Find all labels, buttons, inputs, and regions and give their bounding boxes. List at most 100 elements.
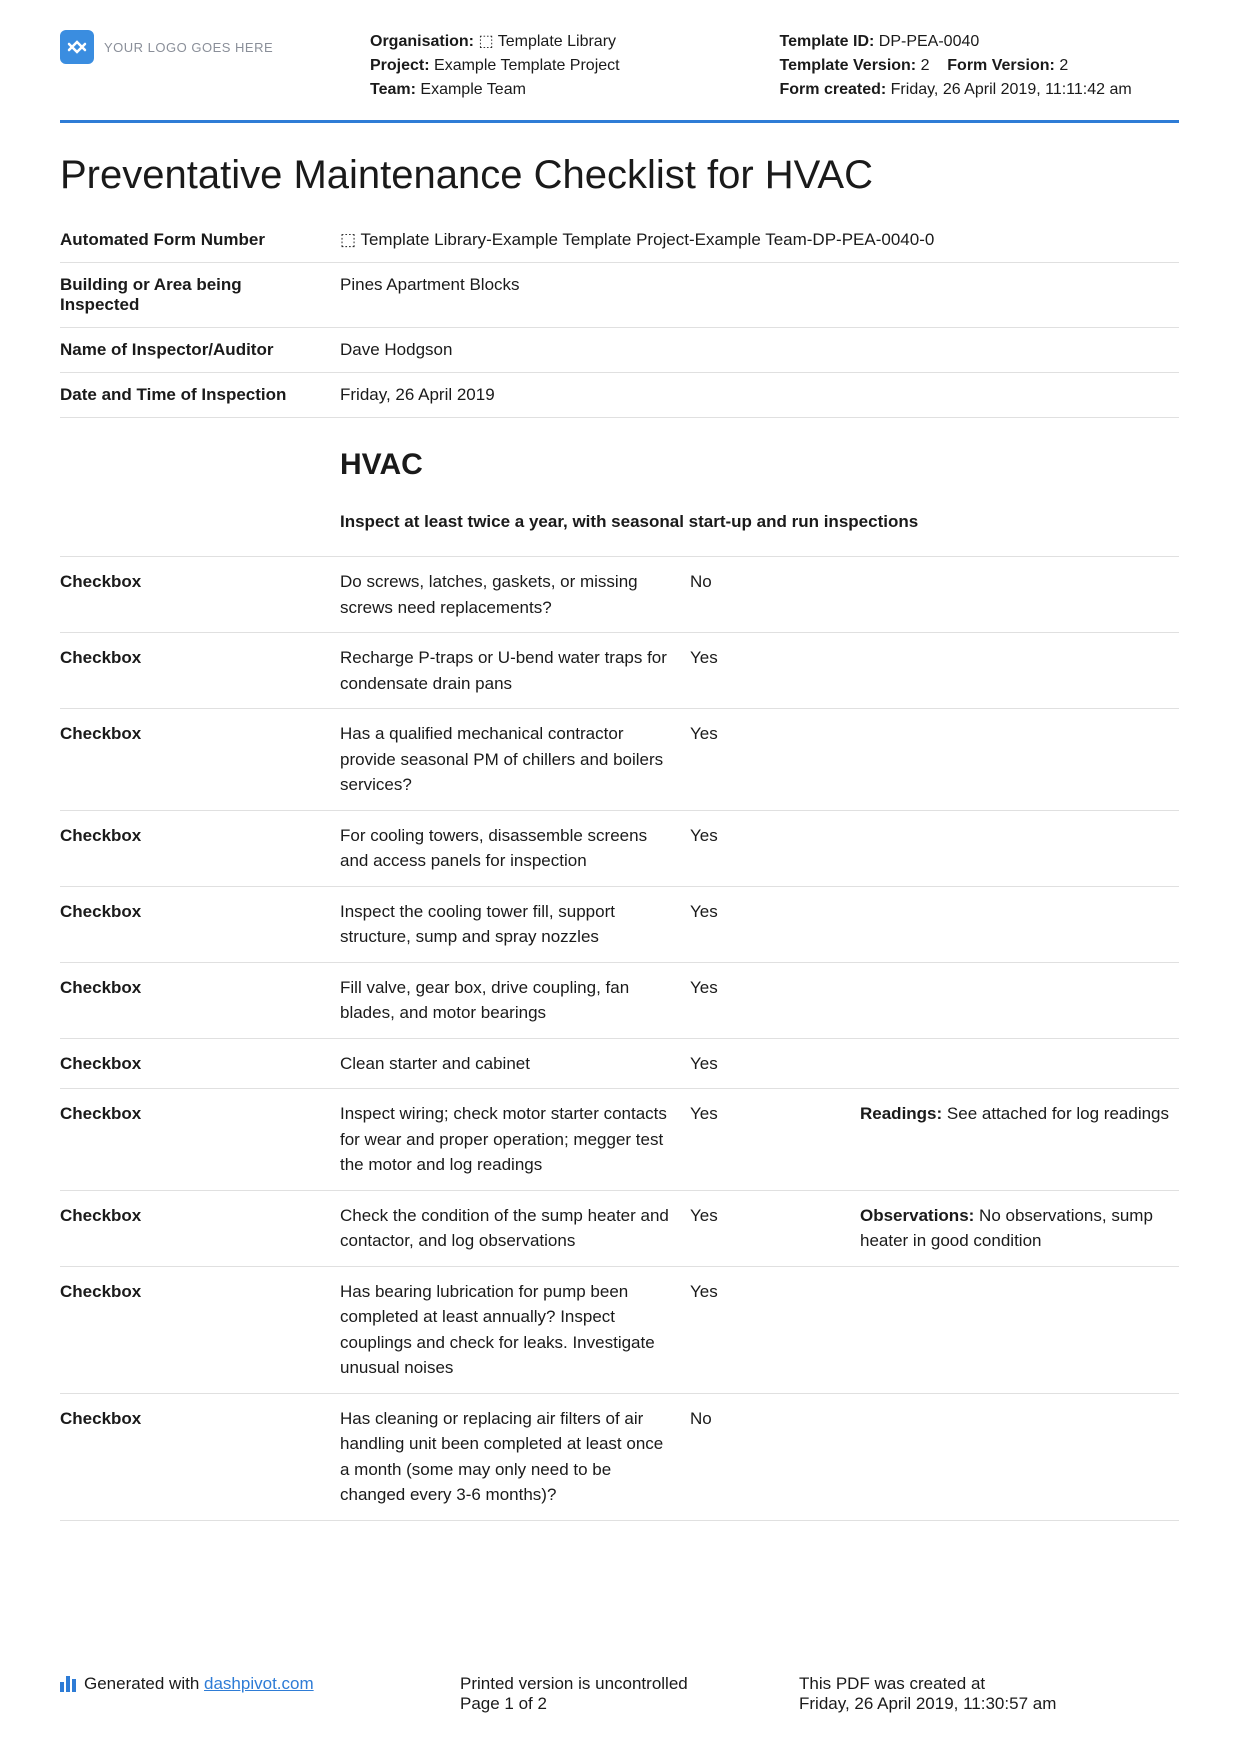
pdf-created-value: Friday, 26 April 2019, 11:30:57 am — [799, 1694, 1179, 1714]
team-label: Team: — [370, 81, 416, 98]
check-question: Has cleaning or replacing air filters of… — [340, 1406, 690, 1508]
check-question: Recharge P-traps or U-bend water traps f… — [340, 645, 690, 696]
info-label: Date and Time of Inspection — [60, 385, 340, 405]
page-title: Preventative Maintenance Checklist for H… — [60, 153, 1179, 198]
checklist-row: CheckboxFor cooling towers, disassemble … — [60, 810, 1179, 886]
checkbox-label: Checkbox — [60, 569, 340, 620]
check-answer: No — [690, 1406, 860, 1508]
check-question: Fill valve, gear box, drive coupling, fa… — [340, 975, 690, 1026]
team-value: Example Team — [420, 81, 526, 98]
checklist-row: CheckboxDo screws, latches, gaskets, or … — [60, 556, 1179, 632]
check-answer: Yes — [690, 645, 860, 696]
info-value: Pines Apartment Blocks — [340, 275, 1179, 315]
checklist-row: CheckboxInspect the cooling tower fill, … — [60, 886, 1179, 962]
logo-icon — [60, 30, 94, 64]
check-question: Inspect the cooling tower fill, support … — [340, 899, 690, 950]
check-answer: Yes — [690, 1279, 860, 1381]
section-heading: HVAC — [340, 448, 1179, 482]
checklist-row: CheckboxCheck the condition of the sump … — [60, 1190, 1179, 1266]
check-question: Do screws, latches, gaskets, or missing … — [340, 569, 690, 620]
checkbox-label: Checkbox — [60, 1101, 340, 1178]
info-row: Date and Time of Inspection Friday, 26 A… — [60, 373, 1179, 418]
template-version-value: 2 — [921, 57, 930, 74]
check-question: Inspect wiring; check motor starter cont… — [340, 1101, 690, 1178]
check-note: Readings: See attached for log readings — [860, 1101, 1179, 1178]
check-note — [860, 975, 1179, 1026]
check-note — [860, 645, 1179, 696]
checklist-row: CheckboxClean starter and cabinetYes — [60, 1038, 1179, 1089]
form-created-label: Form created: — [780, 81, 887, 98]
info-row: Name of Inspector/Auditor Dave Hodgson — [60, 328, 1179, 373]
checkbox-label: Checkbox — [60, 1279, 340, 1381]
check-note — [860, 721, 1179, 798]
checklist-row: CheckboxRecharge P-traps or U-bend water… — [60, 632, 1179, 708]
checkbox-label: Checkbox — [60, 1406, 340, 1508]
check-note — [860, 1051, 1179, 1077]
template-id-value: DP-PEA-0040 — [879, 33, 980, 50]
info-value: Dave Hodgson — [340, 340, 1179, 360]
form-created-value: Friday, 26 April 2019, 11:11:42 am — [891, 81, 1132, 98]
check-question: Check the condition of the sump heater a… — [340, 1203, 690, 1254]
dashpivot-icon — [60, 1674, 76, 1692]
check-note — [860, 569, 1179, 620]
pdf-created-label: This PDF was created at — [799, 1674, 1179, 1694]
checkbox-label: Checkbox — [60, 1051, 340, 1077]
project-value: Example Template Project — [434, 57, 620, 74]
uncontrolled-text: Printed version is uncontrolled — [460, 1674, 799, 1694]
check-answer: Yes — [690, 1101, 860, 1178]
header-meta-right: Template ID: DP-PEA-0040 Template Versio… — [770, 30, 1180, 102]
dashpivot-link[interactable]: dashpivot.com — [204, 1674, 314, 1693]
project-label: Project: — [370, 57, 430, 74]
checkbox-label: Checkbox — [60, 823, 340, 874]
template-version-label: Template Version: — [780, 57, 917, 74]
check-note — [860, 899, 1179, 950]
check-answer: Yes — [690, 1203, 860, 1254]
info-row: Building or Area being Inspected Pines A… — [60, 263, 1179, 328]
org-label: Organisation: — [370, 33, 474, 50]
checkbox-label: Checkbox — [60, 1203, 340, 1254]
template-id-label: Template ID: — [780, 33, 875, 50]
check-question: For cooling towers, disassemble screens … — [340, 823, 690, 874]
info-table: Automated Form Number ⬚ Template Library… — [60, 218, 1179, 418]
check-question: Has bearing lubrication for pump been co… — [340, 1279, 690, 1381]
check-note: Observations: No observations, sump heat… — [860, 1203, 1179, 1254]
check-note — [860, 823, 1179, 874]
checklist-row: CheckboxHas a qualified mechanical contr… — [60, 708, 1179, 810]
info-row: Automated Form Number ⬚ Template Library… — [60, 218, 1179, 263]
info-label: Name of Inspector/Auditor — [60, 340, 340, 360]
header-meta-left: Organisation: ⬚ Template Library Project… — [360, 30, 770, 102]
generated-prefix: Generated with — [84, 1674, 204, 1693]
checklist-row: CheckboxHas bearing lubrication for pump… — [60, 1266, 1179, 1393]
checklist-row: CheckboxFill valve, gear box, drive coup… — [60, 962, 1179, 1038]
checkbox-label: Checkbox — [60, 899, 340, 950]
info-value: ⬚ Template Library-Example Template Proj… — [340, 230, 1179, 250]
checklist: CheckboxDo screws, latches, gaskets, or … — [60, 556, 1179, 1521]
logo-block: YOUR LOGO GOES HERE — [60, 30, 360, 64]
page-number: Page 1 of 2 — [460, 1694, 799, 1714]
check-answer: Yes — [690, 899, 860, 950]
check-question: Clean starter and cabinet — [340, 1051, 690, 1077]
check-note — [860, 1406, 1179, 1508]
form-version-value: 2 — [1059, 57, 1068, 74]
info-label: Building or Area being Inspected — [60, 275, 340, 315]
check-answer: Yes — [690, 975, 860, 1026]
org-value: ⬚ Template Library — [478, 33, 616, 50]
check-answer: Yes — [690, 823, 860, 874]
checkbox-label: Checkbox — [60, 975, 340, 1026]
logo-placeholder-text: YOUR LOGO GOES HERE — [104, 40, 273, 55]
checklist-row: CheckboxHas cleaning or replacing air fi… — [60, 1393, 1179, 1521]
check-answer: No — [690, 569, 860, 620]
checklist-row: CheckboxInspect wiring; check motor star… — [60, 1088, 1179, 1190]
form-version-label: Form Version: — [947, 57, 1055, 74]
checkbox-label: Checkbox — [60, 721, 340, 798]
check-answer: Yes — [690, 1051, 860, 1077]
check-answer: Yes — [690, 721, 860, 798]
document-footer: Generated with dashpivot.com Printed ver… — [60, 1674, 1179, 1714]
info-value: Friday, 26 April 2019 — [340, 385, 1179, 405]
checkbox-label: Checkbox — [60, 645, 340, 696]
info-label: Automated Form Number — [60, 230, 340, 250]
check-note — [860, 1279, 1179, 1381]
check-question: Has a qualified mechanical contractor pr… — [340, 721, 690, 798]
document-header: YOUR LOGO GOES HERE Organisation: ⬚ Temp… — [60, 30, 1179, 123]
section-subheading: Inspect at least twice a year, with seas… — [340, 512, 1179, 544]
